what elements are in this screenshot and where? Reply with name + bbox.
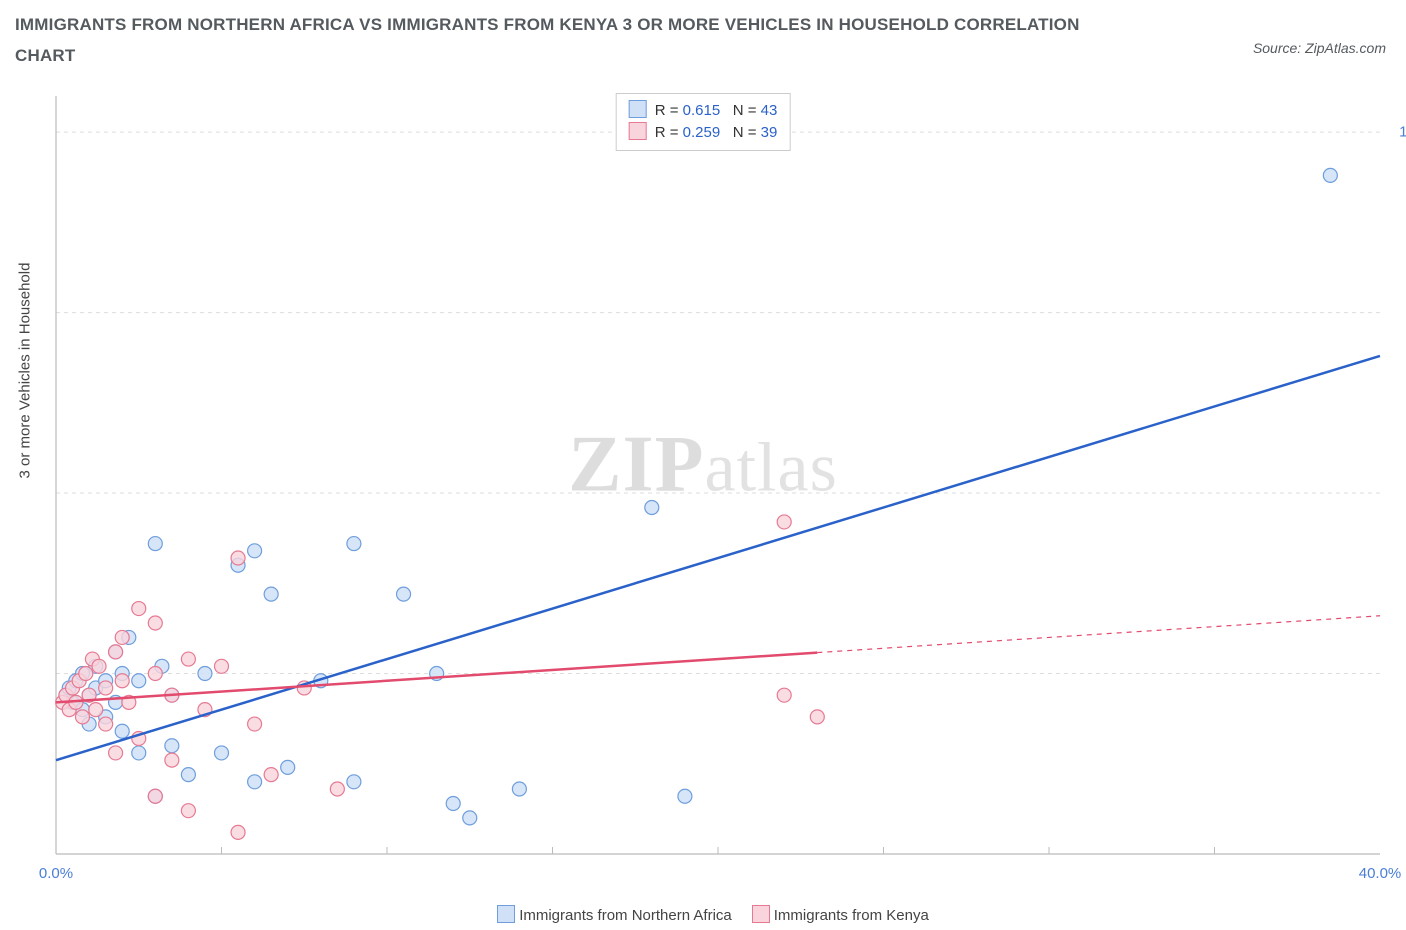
stats-row: R = 0.615 N = 43: [629, 100, 778, 122]
y-tick-label: 75.0%: [1395, 304, 1406, 321]
chart-svg: [50, 90, 1390, 860]
y-tick-label: 25.0%: [1395, 665, 1406, 682]
bottom-legend: Immigrants from Northern Africa Immigrant…: [0, 905, 1406, 924]
legend-swatch: [497, 905, 515, 923]
page-title: IMMIGRANTS FROM NORTHERN AFRICA VS IMMIG…: [15, 10, 1115, 71]
stats-legend: R = 0.615 N = 43R = 0.259 N = 39: [616, 93, 791, 151]
legend-swatch: [752, 905, 770, 923]
x-tick-label: 40.0%: [1359, 865, 1402, 882]
legend-label: Immigrants from Kenya: [774, 907, 929, 924]
stats-row: R = 0.259 N = 39: [629, 122, 778, 144]
source-label: Source: ZipAtlas.com: [1253, 40, 1386, 56]
plot-area: 25.0%50.0%75.0%100.0%0.0%40.0%: [50, 90, 1390, 860]
x-tick-label: 0.0%: [39, 865, 73, 882]
legend-label: Immigrants from Northern Africa: [519, 907, 732, 924]
y-tick-label: 100.0%: [1395, 124, 1406, 141]
y-axis-label: 3 or more Vehicles in Household: [17, 263, 34, 479]
y-tick-label: 50.0%: [1395, 485, 1406, 502]
